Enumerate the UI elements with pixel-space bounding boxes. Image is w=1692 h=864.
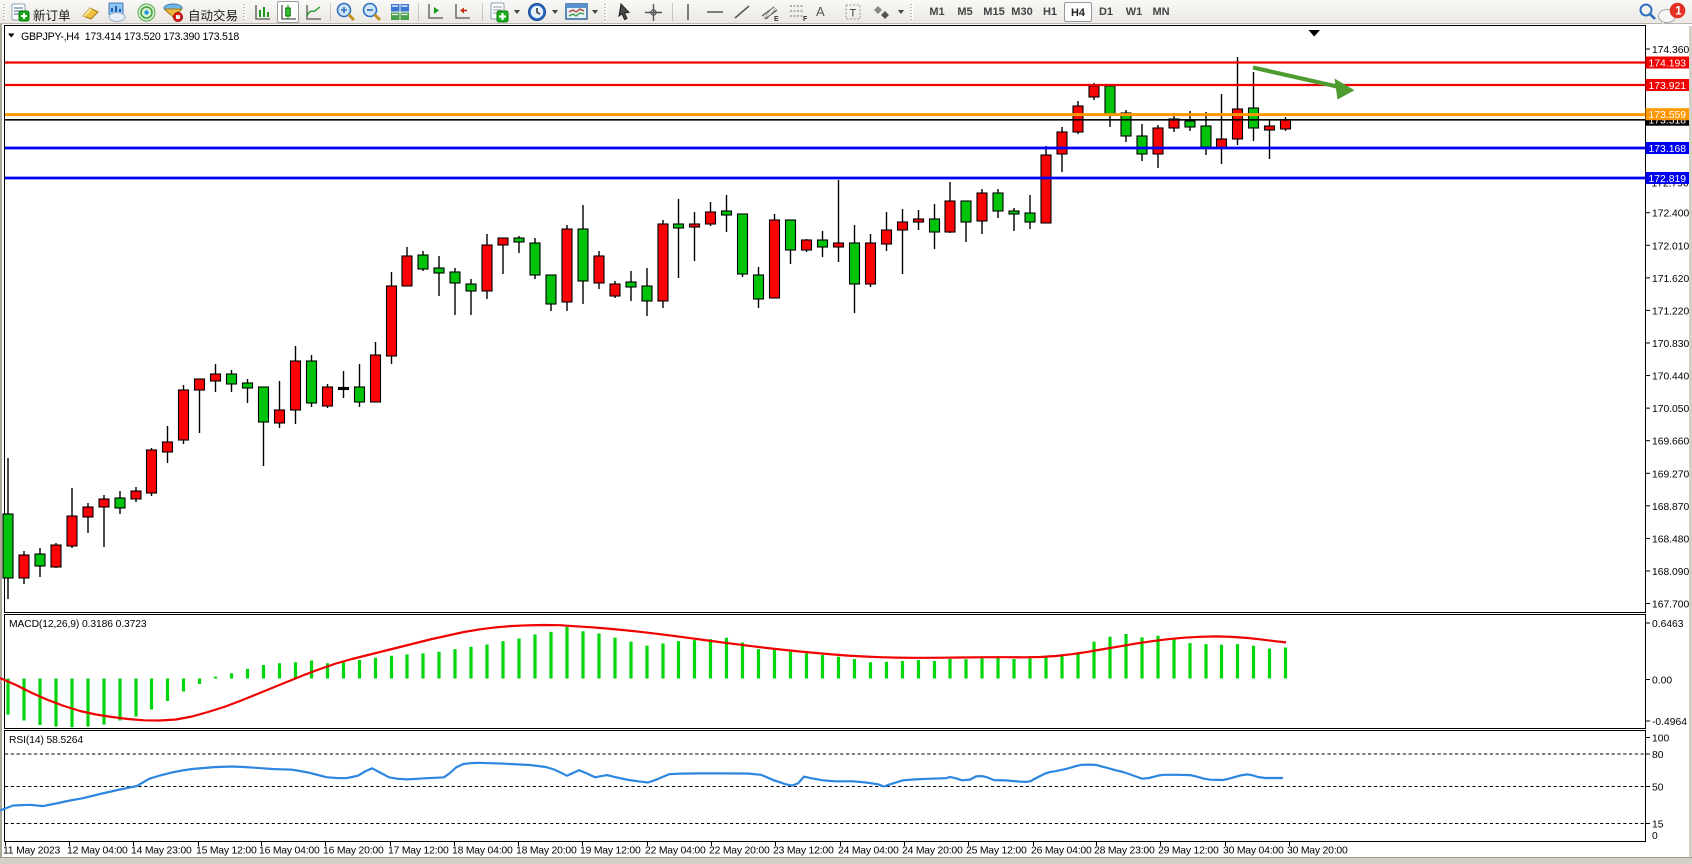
svg-text:GBPJPY-,H4 173.414 173.520 17: GBPJPY-,H4 173.414 173.520 173.390 173.5… xyxy=(21,31,239,43)
svg-text:23 May 12:00: 23 May 12:00 xyxy=(773,846,834,857)
svg-text:172.819: 172.819 xyxy=(1649,174,1687,185)
svg-text:12 May 04:00: 12 May 04:00 xyxy=(67,846,128,857)
svg-text:168.480: 168.480 xyxy=(1652,534,1689,545)
svg-text:16 May 20:00: 16 May 20:00 xyxy=(323,846,384,857)
svg-text:24 May 04:00: 24 May 04:00 xyxy=(838,846,899,857)
svg-text:E: E xyxy=(774,16,779,22)
svg-text:170.830: 170.830 xyxy=(1652,339,1689,350)
svg-text:173.921: 173.921 xyxy=(1649,81,1687,92)
svg-text:80: 80 xyxy=(1652,750,1664,761)
svg-text:24 May 20:00: 24 May 20:00 xyxy=(902,846,963,857)
svg-text:0.6463: 0.6463 xyxy=(1652,619,1684,630)
svg-text:-0.4964: -0.4964 xyxy=(1652,717,1687,728)
svg-text:170.440: 170.440 xyxy=(1652,372,1689,383)
svg-text:14 May 23:00: 14 May 23:00 xyxy=(131,846,192,857)
svg-text:25 May 12:00: 25 May 12:00 xyxy=(966,846,1027,857)
svg-text:MACD(12,26,9) 0.3186 0.3723: MACD(12,26,9) 0.3186 0.3723 xyxy=(9,619,147,630)
svg-text:171.620: 171.620 xyxy=(1652,274,1689,285)
svg-text:50: 50 xyxy=(1652,783,1664,794)
svg-text:11 May 2023: 11 May 2023 xyxy=(3,846,61,857)
svg-text:0: 0 xyxy=(1652,831,1658,842)
svg-text:100: 100 xyxy=(1652,734,1669,745)
svg-text:174.360: 174.360 xyxy=(1652,45,1689,56)
svg-text:171.220: 171.220 xyxy=(1652,306,1689,317)
svg-text:169.270: 169.270 xyxy=(1652,469,1689,480)
svg-text:167.700: 167.700 xyxy=(1652,600,1689,611)
svg-text:18 May 04:00: 18 May 04:00 xyxy=(452,846,513,857)
svg-text:173.559: 173.559 xyxy=(1649,110,1687,121)
svg-text:18 May 20:00: 18 May 20:00 xyxy=(516,846,577,857)
svg-text:173.168: 173.168 xyxy=(1649,144,1687,155)
svg-text:169.660: 169.660 xyxy=(1652,437,1689,448)
svg-text:30 May 20:00: 30 May 20:00 xyxy=(1287,846,1348,857)
svg-text:16 May 04:00: 16 May 04:00 xyxy=(259,846,320,857)
svg-text:173.518: 173.518 xyxy=(1649,116,1687,127)
svg-text:15: 15 xyxy=(1652,820,1664,831)
svg-text:28 May 23:00: 28 May 23:00 xyxy=(1094,846,1155,857)
svg-text:0.00: 0.00 xyxy=(1652,676,1672,687)
svg-text:172.400: 172.400 xyxy=(1652,209,1689,220)
svg-text:17 May 12:00: 17 May 12:00 xyxy=(388,846,449,857)
svg-text:19 May 12:00: 19 May 12:00 xyxy=(580,846,641,857)
svg-text:26 May 04:00: 26 May 04:00 xyxy=(1031,846,1092,857)
svg-text:22 May 20:00: 22 May 20:00 xyxy=(709,846,770,857)
svg-text:T: T xyxy=(850,8,857,20)
svg-text:174.193: 174.193 xyxy=(1649,58,1687,69)
svg-text:RSI(14) 58.5264: RSI(14) 58.5264 xyxy=(9,735,83,746)
svg-text:F: F xyxy=(803,16,808,22)
svg-text:29 May 12:00: 29 May 12:00 xyxy=(1158,846,1219,857)
svg-text:168.090: 168.090 xyxy=(1652,567,1689,578)
svg-text:1: 1 xyxy=(1675,6,1682,18)
svg-text:30 May 04:00: 30 May 04:00 xyxy=(1223,846,1284,857)
svg-text:168.870: 168.870 xyxy=(1652,502,1689,513)
svg-text:170.050: 170.050 xyxy=(1652,404,1689,415)
svg-text:22 May 04:00: 22 May 04:00 xyxy=(645,846,706,857)
svg-text:15 May 12:00: 15 May 12:00 xyxy=(196,846,257,857)
svg-text:172.010: 172.010 xyxy=(1652,241,1689,252)
